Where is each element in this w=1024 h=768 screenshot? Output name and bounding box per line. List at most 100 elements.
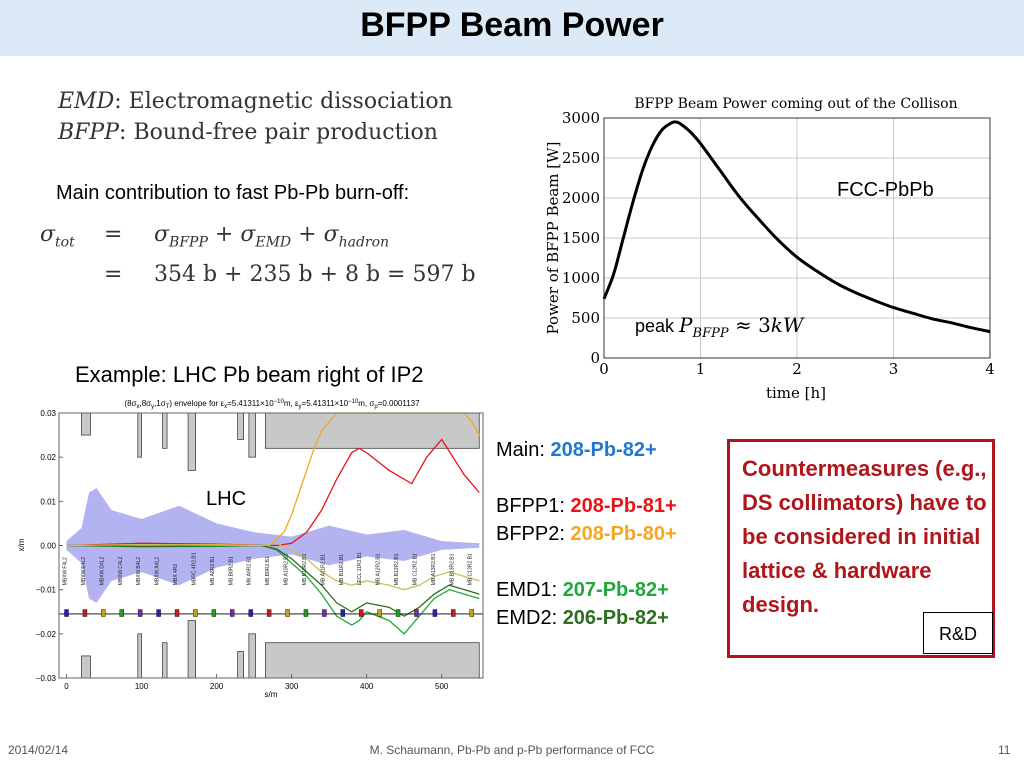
- envelope-y-tick-label: 0.03: [40, 409, 56, 418]
- x-tick-label: 3: [889, 360, 899, 378]
- species-value: 207-Pb-82+: [562, 579, 669, 601]
- footer-author: M. Schaumann, Pb-Pb and p-Pb performance…: [369, 743, 655, 757]
- y-tick-label: 1000: [562, 269, 600, 287]
- species-emd1: EMD1: 207-Pb-82+: [496, 576, 677, 604]
- species-list: Main: 208-Pb-82+ BFPP1: 208-Pb-81+ BFPP2…: [496, 436, 677, 632]
- envelope-y-tick-label: −0.03: [36, 674, 57, 683]
- species-value: 206-Pb-82+: [562, 607, 669, 629]
- envelope-y-tick-label: 0.00: [40, 542, 56, 551]
- envelope-y-label: x/m: [17, 538, 26, 551]
- envelope-x-tick-label: 0: [64, 682, 69, 691]
- rd-label: R&D: [923, 612, 993, 654]
- countermeasures-text: Countermeasures (e.g., DS collimators) h…: [742, 456, 987, 617]
- envelope-x-label: s/m: [265, 690, 278, 699]
- magnet-element: [377, 609, 382, 617]
- magnet-element: [395, 609, 401, 617]
- magnet-label: MB.B8R2.B1: [228, 556, 234, 585]
- magnet-label: MBX.4R2: [173, 564, 179, 586]
- magnet-element: [156, 609, 161, 617]
- magnet-label: MBXW.E4L2: [81, 557, 87, 586]
- magnet-label: MB.C12R2.B1: [412, 553, 418, 585]
- equation-terms: σBFPP + σEMD + σhadron: [154, 222, 389, 250]
- aperture-top: [137, 412, 142, 458]
- y-tick-label: 1500: [562, 229, 600, 247]
- y-axis-label: Power of BFPP Beam [W]: [544, 142, 562, 335]
- sub-hadron: hadron: [338, 234, 390, 251]
- magnet-element: [469, 609, 474, 617]
- magnet-label: MB.B10R2.B1: [302, 553, 308, 585]
- species-label: Main:: [496, 439, 545, 461]
- species-emd2: EMD2: 206-Pb-82+: [496, 604, 677, 632]
- envelope-title: (8σx,8σy,1σT) envelope for εx=5.41311×10…: [124, 399, 420, 410]
- magnet-label: MB.B9R2.B1: [265, 556, 271, 585]
- sigma-bfpp: σ: [154, 222, 170, 247]
- magnet-label: MB.B12R2.B1: [394, 553, 400, 585]
- magnet-element: [451, 609, 456, 617]
- magnet-label: MB.A9R2.B1: [247, 556, 253, 585]
- aperture-top: [248, 412, 257, 458]
- species-main: Main: 208-Pb-82+: [496, 436, 677, 464]
- aperture-bottom: [237, 651, 245, 679]
- plot-frame: [603, 117, 991, 359]
- aperture-bottom: [248, 633, 257, 679]
- magnet-label: MBRC.4R2.B1: [191, 552, 197, 585]
- magnet-element: [101, 609, 106, 617]
- species-label: BFPP1:: [496, 495, 565, 517]
- def-emd: EMD: Electromagnetic dissociation: [58, 86, 453, 117]
- sub-bfpp: BFPP: [169, 234, 208, 251]
- lhc-label: LHC: [206, 488, 246, 510]
- footer-date: 2014/02/14: [8, 743, 69, 757]
- magnet-element: [414, 609, 419, 617]
- magnet-element: [174, 609, 180, 617]
- magnet-label: MB.B11R2.B1: [339, 554, 345, 586]
- species-label: EMD1:: [496, 579, 558, 601]
- species-bfpp1: BFPP1: 208-Pb-81+: [496, 492, 677, 520]
- magnet-element: [266, 609, 272, 617]
- aperture-top: [81, 412, 91, 436]
- magnet-element: [285, 609, 290, 617]
- lhc-envelope-chart: (8σx,8σy,1σT) envelope for εx=5.41311×10…: [17, 399, 484, 699]
- aperture-top: [264, 412, 480, 449]
- footer-page-number: 11: [998, 743, 1011, 757]
- equals-sign-2: =: [104, 262, 123, 287]
- sigma-hadron: σ: [323, 222, 339, 247]
- magnet-element: [303, 609, 309, 617]
- def-emd-abbr: EMD: [58, 89, 115, 114]
- magnet-label: MB.A11R2.B1: [320, 554, 326, 586]
- aperture-top: [237, 412, 245, 440]
- species-label: BFPP2:: [496, 523, 565, 545]
- plus-sign: +: [298, 222, 317, 247]
- aperture-bottom: [81, 655, 91, 679]
- magnet-element: [193, 609, 198, 617]
- x-tick-label: 2: [792, 360, 802, 378]
- magnet-element: [432, 609, 438, 617]
- fcc-pbpb-label: FCC-PbPb: [837, 179, 934, 201]
- magnet-element: [137, 609, 143, 617]
- equals-sign-1: =: [104, 222, 123, 247]
- peak-annotation: peak PBFPP ≈ 3kW: [635, 313, 805, 341]
- magnet-element: [64, 609, 69, 617]
- species-value: 208-Pb-81+: [570, 495, 677, 517]
- power-curve: [602, 120, 991, 334]
- x-tick-label: 1: [696, 360, 706, 378]
- envelope-y-tick-label: −0.01: [36, 586, 57, 595]
- magnet-element: [119, 609, 124, 617]
- envelope-x-tick-label: 500: [435, 682, 449, 691]
- magnet-label: MBXW.A4L2: [155, 557, 161, 586]
- y-tick-label: 3000: [562, 109, 600, 127]
- y-tick-label: 2500: [562, 149, 600, 167]
- magnet-label: MB.A10R2.B1: [284, 553, 290, 585]
- envelope-y-tick-label: −0.02: [36, 630, 57, 639]
- envelope-y-tick-label: 0.02: [40, 453, 56, 462]
- y-tick-label: 2000: [562, 189, 600, 207]
- envelope-x-tick-label: 100: [135, 682, 149, 691]
- chart-title: BFPP Beam Power coming out of the Collis…: [634, 96, 957, 112]
- magnet-label: MB.C13R2.B1: [468, 553, 474, 585]
- magnet-label: MB.A8R2.B1: [210, 556, 216, 585]
- magnet-label: MB.A13R2.B1: [431, 553, 437, 585]
- plus-sign: +: [214, 222, 234, 247]
- aperture-bottom: [264, 642, 480, 679]
- aperture-bottom: [162, 642, 168, 679]
- sub-emd: EMD: [255, 234, 292, 251]
- magnet-element: [340, 609, 346, 617]
